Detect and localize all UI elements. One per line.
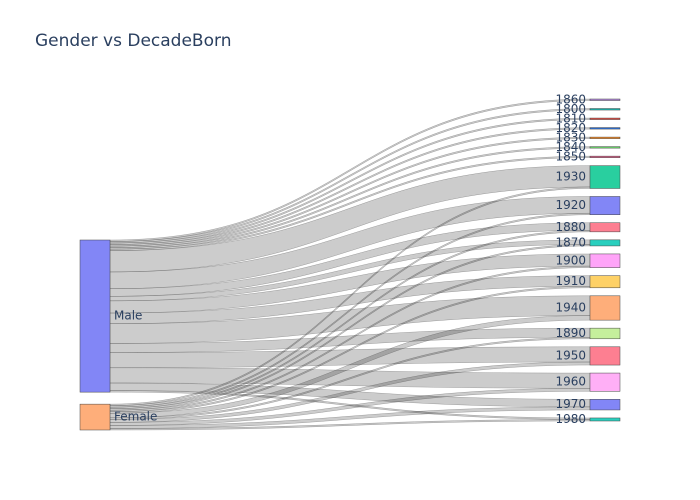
node-1810[interactable]	[589, 117, 621, 120]
chart-title: Gender vs DecadeBorn	[35, 31, 232, 51]
node-1960[interactable]	[589, 372, 621, 392]
node-1970[interactable]	[589, 399, 621, 411]
nodes-layer	[79, 98, 621, 431]
node-label-1950: 1950	[555, 348, 586, 362]
node-1890[interactable]	[589, 327, 621, 340]
link-male-1840[interactable]	[109, 146, 591, 250]
node-1930[interactable]	[589, 165, 621, 189]
node-label-1880: 1880	[555, 220, 586, 234]
node-1860[interactable]	[589, 98, 621, 101]
node-label-1870: 1870	[555, 235, 586, 249]
node-label-1900: 1900	[555, 253, 586, 267]
node-1800[interactable]	[589, 108, 621, 111]
node-female[interactable]	[79, 403, 111, 431]
node-1910[interactable]	[589, 275, 621, 289]
node-label-1920: 1920	[555, 198, 586, 212]
node-label-1820: 1820	[555, 121, 586, 135]
node-1880[interactable]	[589, 222, 621, 233]
node-label-1830: 1830	[555, 130, 586, 144]
node-1940[interactable]	[589, 295, 621, 321]
node-label-1980: 1980	[555, 412, 586, 426]
node-1980[interactable]	[589, 417, 621, 422]
links-layer	[109, 98, 591, 431]
node-label-1910: 1910	[555, 274, 586, 288]
node-label-female: Female	[114, 410, 157, 424]
node-1830[interactable]	[589, 136, 621, 139]
node-1820[interactable]	[589, 127, 621, 130]
node-label-1860: 1860	[555, 92, 586, 106]
node-label-1940: 1940	[555, 300, 586, 314]
node-1950[interactable]	[589, 346, 621, 366]
node-label-1800: 1800	[555, 102, 586, 116]
node-label-1890: 1890	[555, 326, 586, 340]
node-label-male: Male	[114, 309, 142, 323]
node-1840[interactable]	[589, 146, 621, 149]
node-label-1810: 1810	[555, 111, 586, 125]
node-label-1850: 1850	[555, 149, 586, 163]
node-1920[interactable]	[589, 196, 621, 215]
node-label-1970: 1970	[555, 397, 586, 411]
node-male[interactable]	[79, 239, 111, 393]
node-1870[interactable]	[589, 239, 621, 247]
node-label-1840: 1840	[555, 140, 586, 154]
node-label-1960: 1960	[555, 375, 586, 389]
node-label-1930: 1930	[555, 170, 586, 184]
node-1900[interactable]	[589, 253, 621, 268]
node-1850[interactable]	[589, 155, 621, 158]
